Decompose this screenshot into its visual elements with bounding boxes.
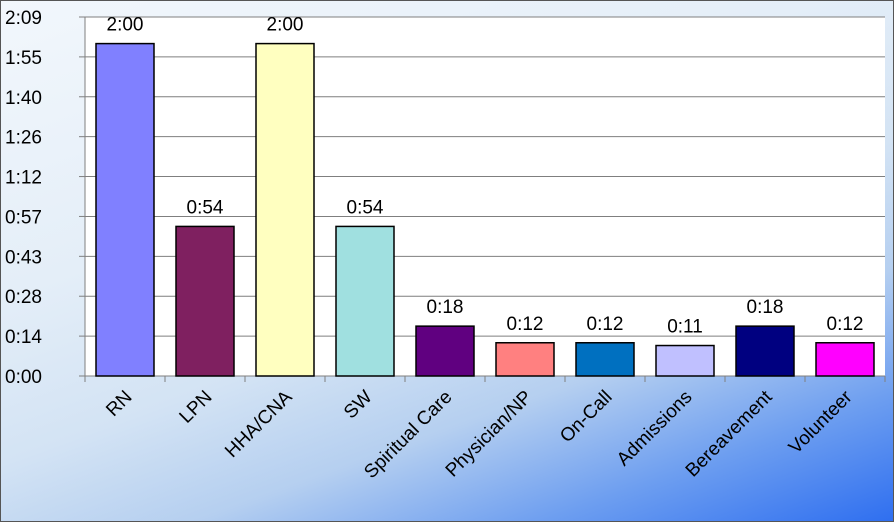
- category-label: LPN: [176, 387, 217, 428]
- bar: [255, 42, 315, 377]
- category-label: Bereavement: [682, 386, 777, 481]
- data-label: 0:18: [747, 297, 784, 318]
- data-label: 0:11: [667, 317, 703, 338]
- y-tick-label: 0:14: [5, 327, 42, 348]
- y-tick-label: 0:28: [5, 287, 42, 308]
- y-tick-label: 0:00: [5, 367, 42, 388]
- bar: [335, 225, 395, 377]
- y-tick-label: 1:12: [5, 168, 42, 189]
- data-label: 0:18: [427, 297, 464, 318]
- data-label: 0:54: [187, 197, 224, 218]
- category-label: RN: [102, 387, 136, 421]
- data-label: 0:12: [827, 314, 864, 335]
- y-tick-label: 1:40: [5, 88, 42, 109]
- category-label: HHA/CNA: [221, 386, 297, 462]
- bar: [495, 342, 555, 377]
- y-tick-label: 2:09: [5, 8, 42, 29]
- data-label: 0:12: [507, 314, 544, 335]
- category-label: Volunteer: [785, 386, 857, 458]
- y-tick-label: 1:55: [5, 48, 42, 69]
- data-label: 2:00: [267, 15, 304, 36]
- bar: [175, 225, 235, 377]
- data-label: 0:12: [587, 314, 624, 335]
- category-label: On-Call: [556, 387, 616, 447]
- category-label: Physician/NP: [442, 387, 537, 482]
- y-tick-label: 0:57: [5, 207, 42, 228]
- data-label: 2:00: [107, 15, 144, 36]
- bar: [95, 42, 155, 377]
- bar: [655, 344, 715, 377]
- bar: [735, 325, 795, 377]
- bar: [815, 342, 875, 377]
- data-label: 0:54: [347, 197, 384, 218]
- bar: [575, 342, 635, 377]
- category-label: SW: [340, 387, 377, 424]
- bar: [415, 325, 475, 377]
- y-tick-label: 0:43: [5, 247, 42, 268]
- y-tick-label: 1:26: [5, 128, 42, 149]
- category-label: Admissions: [613, 387, 697, 471]
